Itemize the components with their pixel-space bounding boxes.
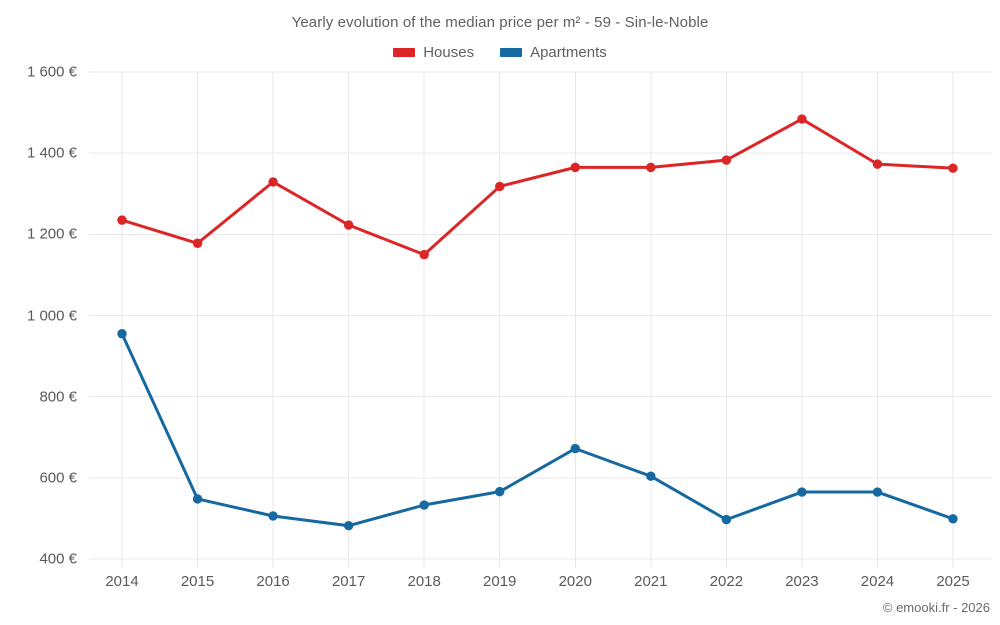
x-axis-tick-label: 2022 (709, 573, 744, 590)
data-point[interactable] (797, 487, 807, 497)
data-point[interactable] (948, 163, 958, 173)
y-axis-tick-label: 400 € (39, 550, 77, 568)
data-point[interactable] (570, 162, 580, 173)
data-point[interactable] (872, 159, 883, 169)
series-line-houses (120, 117, 955, 257)
data-point[interactable] (343, 220, 354, 230)
x-axis-tick-label: 2018 (407, 573, 441, 590)
data-point[interactable] (268, 511, 278, 521)
legend-swatch-houses (393, 48, 416, 57)
data-point[interactable] (268, 177, 278, 187)
legend-swatch-apartments (500, 48, 523, 57)
data-point[interactable] (117, 329, 127, 339)
x-axis-tick-label: 2015 (180, 573, 215, 590)
data-point[interactable] (570, 443, 580, 454)
gridlines-vertical (121, 72, 954, 568)
data-point[interactable] (872, 487, 883, 497)
data-point[interactable] (948, 514, 958, 524)
data-point[interactable] (192, 238, 203, 248)
series-path (120, 117, 955, 257)
x-axis-tick-label: 2021 (634, 573, 668, 590)
data-point[interactable] (343, 521, 354, 531)
x-axis-tick-label: 2014 (105, 573, 139, 590)
data-point[interactable] (117, 215, 127, 225)
data-point[interactable] (646, 162, 656, 173)
chart-title: Yearly evolution of the median price per… (291, 14, 709, 31)
data-point[interactable] (419, 500, 429, 510)
legend-item-houses[interactable]: Houses (393, 45, 474, 60)
gridlines-horizontal (89, 71, 992, 560)
x-axis-tick-label: 2024 (860, 573, 895, 590)
data-point[interactable] (797, 114, 807, 124)
copyright-credit: © emooki.fr - 2026 (882, 600, 990, 615)
data-point[interactable] (721, 514, 732, 525)
series-line-apartments (120, 332, 955, 528)
x-axis-tick-label: 2016 (256, 573, 290, 590)
legend-item-apartments[interactable]: Apartments (500, 45, 607, 60)
y-axis-tick-label: 600 € (39, 469, 77, 487)
x-axis-tick-label: 2019 (483, 573, 517, 590)
data-point[interactable] (646, 471, 656, 481)
y-axis-tick-label: 800 € (39, 388, 77, 406)
y-axis-tick-label: 1 200 € (26, 225, 77, 243)
data-point[interactable] (495, 181, 505, 192)
y-axis-tick-label: 1 400 € (26, 144, 77, 162)
x-axis-tick-label: 2025 (936, 573, 970, 590)
data-point[interactable] (721, 155, 732, 165)
x-axis-tick-label: 2017 (331, 573, 366, 590)
series-path (120, 332, 955, 528)
x-axis-tick-label: 2020 (558, 573, 592, 590)
y-axis-tick-label: 1 000 € (26, 307, 77, 324)
x-axis-tick-label: 2023 (785, 573, 819, 590)
data-point[interactable] (419, 249, 429, 260)
series-markers-houses (117, 114, 958, 260)
data-point[interactable] (495, 486, 505, 497)
chart-legend: Houses Apartments (0, 45, 1000, 60)
series-markers-apartments (117, 329, 958, 531)
data-point[interactable] (192, 494, 203, 504)
y-axis-tick-label: 1 600 € (26, 63, 77, 81)
legend-label-apartments: Apartments (530, 44, 607, 61)
legend-label-houses: Houses (423, 44, 475, 61)
